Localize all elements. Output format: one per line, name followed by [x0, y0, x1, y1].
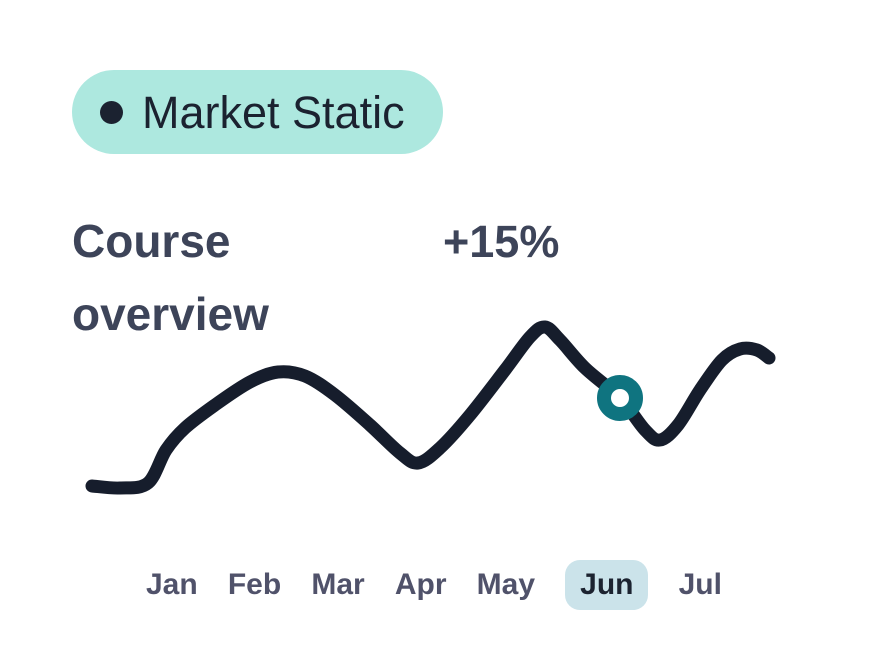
trend-line — [85, 320, 776, 495]
month-axis: Jan Feb Mar Apr May Jun Jul — [146, 560, 722, 610]
page-title-line2: overview — [72, 288, 269, 340]
month-label-jul[interactable]: Jul — [678, 568, 722, 601]
page-title: Course overview — [72, 205, 269, 351]
month-label-mar[interactable]: Mar — [311, 568, 365, 601]
bullet-dot-icon — [100, 100, 123, 124]
month-label-may[interactable]: May — [476, 568, 535, 601]
month-label-feb[interactable]: Feb — [227, 568, 282, 601]
highlight-point-marker[interactable] — [597, 375, 643, 421]
month-label-jun-active[interactable]: Jun — [565, 560, 649, 610]
month-label-jan[interactable]: Jan — [146, 568, 198, 601]
page-title-line1: Course — [72, 215, 231, 267]
badge-label: Market Static — [142, 86, 405, 138]
change-percentage: +15% — [443, 216, 560, 267]
month-label-apr[interactable]: Apr — [394, 568, 447, 601]
market-static-badge[interactable]: Market Static — [72, 70, 443, 154]
